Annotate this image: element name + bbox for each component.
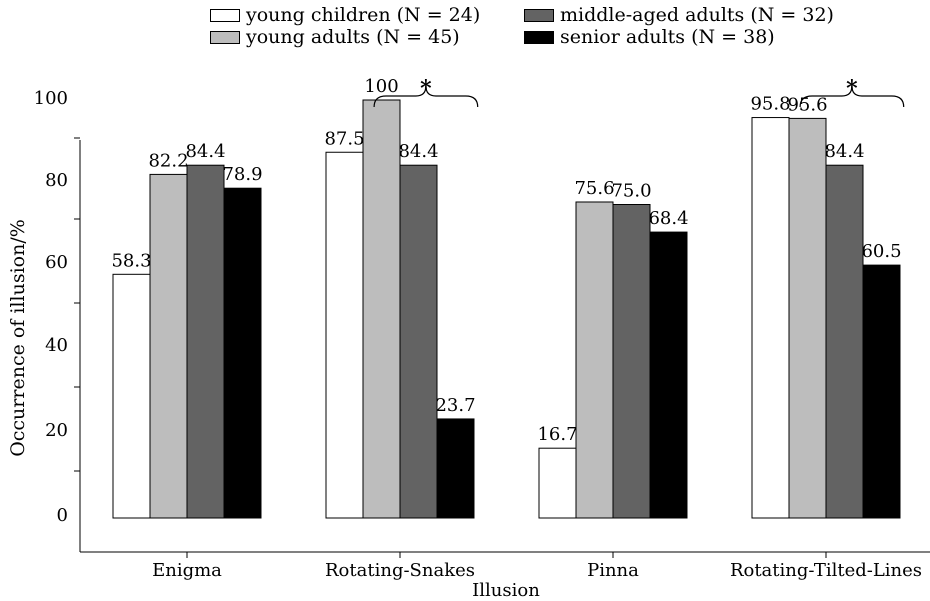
bar-enigma-young-children: [112, 273, 151, 519]
y-tick-label-100: 100: [34, 88, 68, 109]
chart-legend: young children (N = 24) young adults (N …: [0, 2, 930, 52]
bar-rotating-tilted-lines-young-adults: [788, 117, 827, 519]
y-tick-label-0: 0: [57, 505, 68, 526]
data-label-pinna-senior-adults: 68.4: [648, 208, 688, 229]
bar-pinna-young-children: [538, 447, 577, 519]
legend-swatch-middle-aged-adults: [524, 8, 554, 22]
significance-brace-rotating-tilted-lines: [799, 85, 905, 108]
data-label-rotating-tilted-lines-middle-aged-adults: 84.4: [824, 141, 864, 162]
legend-label-senior-adults: senior adults (N = 38): [560, 26, 775, 48]
legend-swatch-young-adults: [210, 30, 240, 44]
x-tick-label-pinna: Pinna: [587, 560, 639, 581]
data-label-enigma-middle-aged-adults: 84.4: [185, 141, 225, 162]
legend-swatch-senior-adults: [524, 30, 554, 44]
bar-rotating-tilted-lines-middle-aged-adults: [825, 164, 864, 519]
significance-brace-rotating-snakes: [373, 85, 479, 108]
bar-pinna-senior-adults: [649, 231, 688, 519]
y-tick-label-60: 60: [45, 252, 68, 273]
data-label-enigma-young-adults: 82.2: [148, 150, 188, 171]
bar-rotating-tilted-lines-young-children: [751, 117, 790, 519]
legend-item-senior-adults: senior adults (N = 38): [524, 26, 775, 48]
y-axis-title: Occurrence of illusion/%: [7, 219, 29, 457]
data-label-rotating-tilted-lines-young-children: 95.8: [750, 94, 790, 115]
bar-rotating-snakes-young-adults: [362, 99, 401, 519]
bar-enigma-senior-adults: [223, 187, 262, 519]
data-label-rotating-snakes-young-adults: 100: [364, 76, 398, 97]
x-tick-label-rotating-tilted-lines: Rotating-Tilted-Lines: [730, 560, 922, 581]
bar-enigma-middle-aged-adults: [186, 164, 225, 519]
data-label-pinna-middle-aged-adults: 75.0: [611, 181, 651, 202]
bar-rotating-snakes-senior-adults: [436, 418, 475, 519]
legend-label-young-adults: young adults (N = 45): [246, 26, 460, 48]
data-label-pinna-young-adults: 75.6: [574, 178, 614, 199]
legend-item-young-children: young children (N = 24): [210, 4, 480, 26]
significance-marker-rotating-snakes: *: [420, 76, 432, 102]
y-tick-label-80: 80: [45, 170, 68, 191]
data-label-rotating-tilted-lines-senior-adults: 60.5: [861, 241, 901, 262]
data-label-rotating-snakes-young-children: 87.5: [324, 128, 364, 149]
data-label-rotating-snakes-senior-adults: 23.7: [435, 395, 475, 416]
legend-swatch-young-children: [210, 8, 240, 22]
bar-enigma-young-adults: [149, 173, 188, 519]
data-label-pinna-young-children: 16.7: [537, 424, 577, 445]
significance-marker-rotating-tilted-lines: *: [846, 76, 858, 102]
data-label-rotating-snakes-middle-aged-adults: 84.4: [398, 141, 438, 162]
x-axis-title: Illusion: [472, 580, 540, 601]
bar-rotating-snakes-young-children: [325, 151, 364, 519]
x-tick-label-enigma: Enigma: [152, 560, 222, 581]
bar-rotating-tilted-lines-senior-adults: [862, 264, 901, 519]
legend-item-young-adults: young adults (N = 45): [210, 26, 460, 48]
data-label-enigma-young-children: 58.3: [111, 250, 151, 271]
bar-rotating-snakes-middle-aged-adults: [399, 164, 438, 519]
y-tick-label-20: 20: [45, 420, 68, 441]
x-tick-label-rotating-snakes: Rotating-Snakes: [325, 560, 475, 581]
legend-label-middle-aged-adults: middle-aged adults (N = 32): [560, 4, 834, 26]
y-tick-label-40: 40: [45, 335, 68, 356]
bar-pinna-young-adults: [575, 201, 614, 519]
legend-label-young-children: young children (N = 24): [246, 4, 481, 26]
data-label-rotating-tilted-lines-young-adults: 95.6: [787, 94, 827, 115]
legend-item-middle-aged-adults: middle-aged adults (N = 32): [524, 4, 834, 26]
data-label-enigma-senior-adults: 78.9: [222, 164, 262, 185]
bar-pinna-middle-aged-adults: [612, 204, 651, 519]
